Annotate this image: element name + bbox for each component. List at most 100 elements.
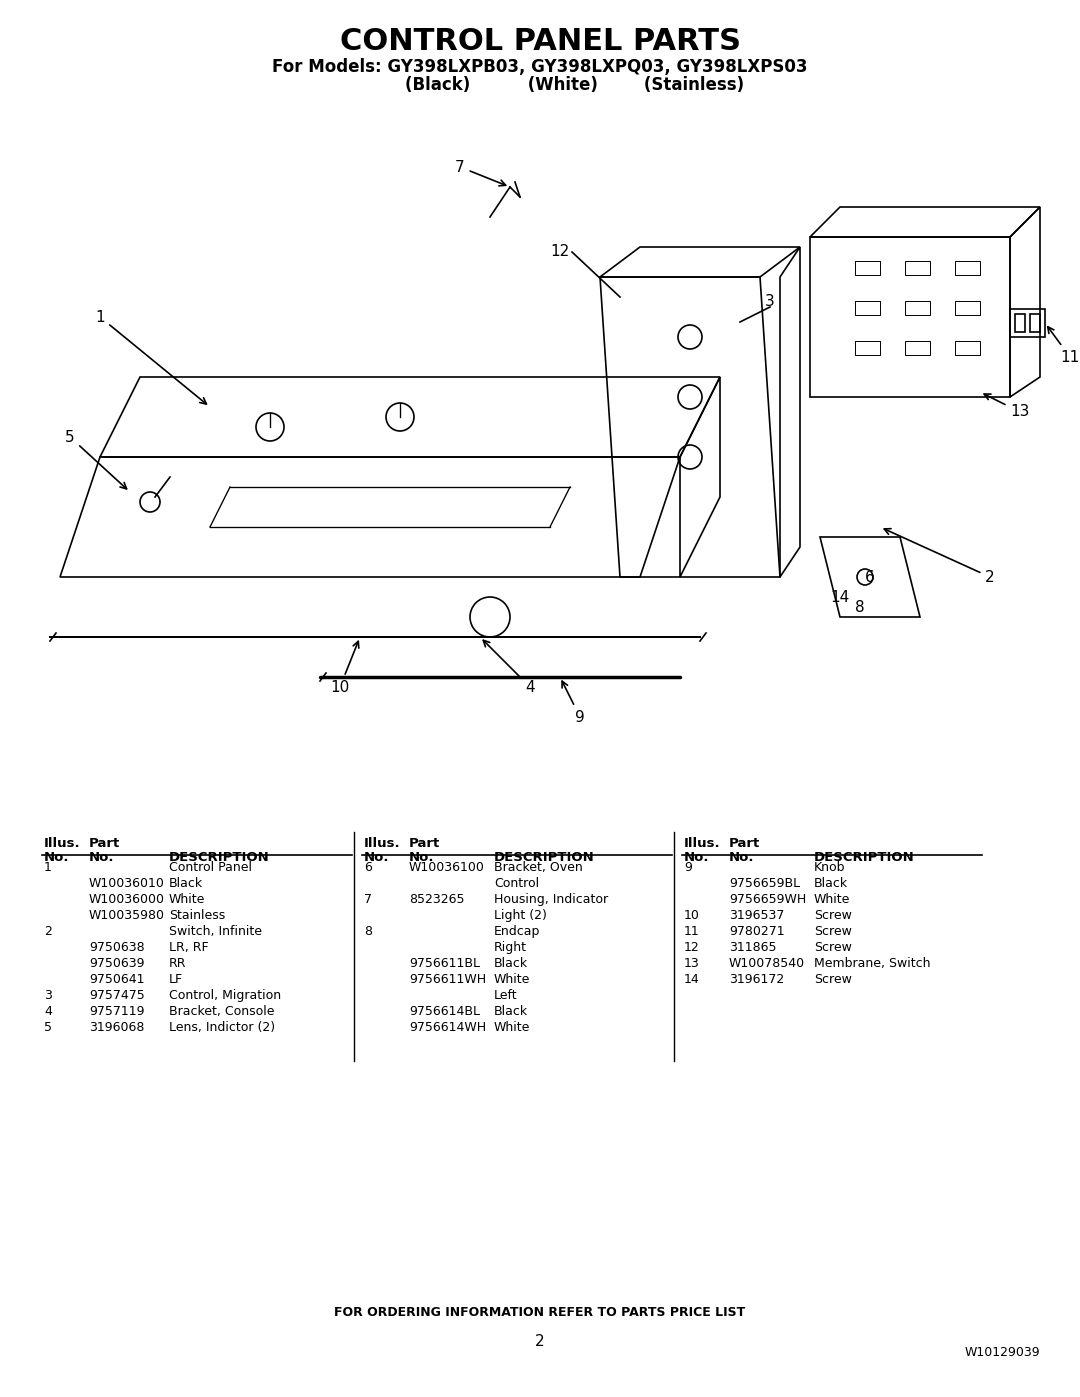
Text: 9750641: 9750641 bbox=[89, 972, 145, 986]
Text: 9756611BL: 9756611BL bbox=[409, 957, 480, 970]
Text: For Models: GY398LXPB03, GY398LXPQ03, GY398LXPS03: For Models: GY398LXPB03, GY398LXPQ03, GY… bbox=[272, 59, 808, 75]
Text: 3196537: 3196537 bbox=[729, 908, 784, 922]
Text: W10036000: W10036000 bbox=[89, 893, 165, 905]
Text: 3196068: 3196068 bbox=[89, 1021, 145, 1034]
Text: Stainless: Stainless bbox=[168, 908, 226, 922]
Text: 9780271: 9780271 bbox=[729, 925, 785, 937]
Text: W10036100: W10036100 bbox=[409, 861, 485, 873]
Text: Left: Left bbox=[494, 989, 517, 1002]
Bar bbox=[905, 341, 930, 355]
Bar bbox=[955, 341, 980, 355]
Text: 5: 5 bbox=[65, 429, 126, 489]
Text: 4: 4 bbox=[483, 640, 535, 694]
Text: 9756614BL: 9756614BL bbox=[409, 1004, 480, 1017]
Text: Control Panel: Control Panel bbox=[168, 861, 252, 873]
Text: 9750638: 9750638 bbox=[89, 940, 145, 954]
Text: 13: 13 bbox=[684, 957, 700, 970]
Text: W10036010: W10036010 bbox=[89, 876, 165, 890]
Bar bbox=[1010, 309, 1045, 337]
Text: Screw: Screw bbox=[814, 908, 852, 922]
Text: Bracket, Oven: Bracket, Oven bbox=[494, 861, 583, 873]
Bar bbox=[955, 261, 980, 275]
Text: No.: No. bbox=[409, 851, 434, 863]
Text: No.: No. bbox=[729, 851, 755, 863]
Text: 8: 8 bbox=[364, 925, 372, 937]
Text: Screw: Screw bbox=[814, 972, 852, 986]
Text: 8: 8 bbox=[855, 599, 865, 615]
Text: 14: 14 bbox=[684, 972, 700, 986]
Text: 9757475: 9757475 bbox=[89, 989, 145, 1002]
Text: Part: Part bbox=[409, 837, 441, 849]
Text: W10035980: W10035980 bbox=[89, 908, 165, 922]
Text: Part: Part bbox=[89, 837, 120, 849]
Text: Control: Control bbox=[494, 876, 539, 890]
Text: RR: RR bbox=[168, 957, 187, 970]
Text: 6: 6 bbox=[865, 570, 875, 584]
Text: No.: No. bbox=[89, 851, 114, 863]
Text: 13: 13 bbox=[984, 394, 1029, 419]
Text: 9756659WH: 9756659WH bbox=[729, 893, 807, 905]
Text: Bracket, Console: Bracket, Console bbox=[168, 1004, 274, 1017]
Bar bbox=[855, 341, 880, 355]
Text: 6: 6 bbox=[364, 861, 372, 873]
Text: 11: 11 bbox=[1048, 327, 1080, 365]
Bar bbox=[1015, 314, 1025, 332]
Text: Illus.: Illus. bbox=[44, 837, 81, 849]
Text: 2: 2 bbox=[885, 528, 995, 584]
Bar bbox=[855, 300, 880, 314]
Text: 10: 10 bbox=[330, 641, 359, 694]
Text: 7: 7 bbox=[455, 159, 505, 186]
Text: 12: 12 bbox=[551, 244, 569, 260]
Text: Control, Migration: Control, Migration bbox=[168, 989, 281, 1002]
Text: Black: Black bbox=[814, 876, 848, 890]
Text: (Black)          (White)        (Stainless): (Black) (White) (Stainless) bbox=[336, 75, 744, 94]
Text: 10: 10 bbox=[684, 908, 700, 922]
Text: 4: 4 bbox=[44, 1004, 52, 1017]
Text: No.: No. bbox=[364, 851, 390, 863]
Text: Switch, Infinite: Switch, Infinite bbox=[168, 925, 262, 937]
Text: DESCRIPTION: DESCRIPTION bbox=[814, 851, 915, 863]
Text: White: White bbox=[494, 972, 530, 986]
Text: Housing, Indicator: Housing, Indicator bbox=[494, 893, 608, 905]
Text: Illus.: Illus. bbox=[684, 837, 720, 849]
Text: W10129039: W10129039 bbox=[964, 1345, 1040, 1358]
Text: 9750639: 9750639 bbox=[89, 957, 145, 970]
Text: 3: 3 bbox=[44, 989, 52, 1002]
Text: No.: No. bbox=[684, 851, 710, 863]
Text: 9: 9 bbox=[562, 682, 585, 725]
Text: Illus.: Illus. bbox=[364, 837, 401, 849]
Text: No.: No. bbox=[44, 851, 69, 863]
Text: 9: 9 bbox=[684, 861, 692, 873]
Text: 3: 3 bbox=[765, 295, 774, 310]
Text: 311865: 311865 bbox=[729, 940, 777, 954]
Text: W10078540: W10078540 bbox=[729, 957, 805, 970]
Text: DESCRIPTION: DESCRIPTION bbox=[494, 851, 595, 863]
Text: Right: Right bbox=[494, 940, 527, 954]
Text: 9756611WH: 9756611WH bbox=[409, 972, 486, 986]
Text: 5: 5 bbox=[44, 1021, 52, 1034]
Text: Knob: Knob bbox=[814, 861, 846, 873]
Text: 12: 12 bbox=[684, 940, 700, 954]
Text: Black: Black bbox=[494, 957, 528, 970]
Text: Black: Black bbox=[494, 1004, 528, 1017]
Text: 9756614WH: 9756614WH bbox=[409, 1021, 486, 1034]
Bar bbox=[955, 300, 980, 314]
Text: Black: Black bbox=[168, 876, 203, 890]
Text: 2: 2 bbox=[536, 1334, 544, 1350]
Text: Screw: Screw bbox=[814, 940, 852, 954]
Text: 2: 2 bbox=[44, 925, 52, 937]
Text: Lens, Indictor (2): Lens, Indictor (2) bbox=[168, 1021, 275, 1034]
Text: 9757119: 9757119 bbox=[89, 1004, 145, 1017]
Text: White: White bbox=[494, 1021, 530, 1034]
Text: Screw: Screw bbox=[814, 925, 852, 937]
Text: 1: 1 bbox=[44, 861, 52, 873]
Bar bbox=[905, 261, 930, 275]
Text: Membrane, Switch: Membrane, Switch bbox=[814, 957, 931, 970]
Text: Endcap: Endcap bbox=[494, 925, 540, 937]
Text: Light (2): Light (2) bbox=[494, 908, 546, 922]
Text: Part: Part bbox=[729, 837, 760, 849]
Bar bbox=[1030, 314, 1040, 332]
Text: DESCRIPTION: DESCRIPTION bbox=[168, 851, 270, 863]
Bar bbox=[855, 261, 880, 275]
Text: LR, RF: LR, RF bbox=[168, 940, 208, 954]
